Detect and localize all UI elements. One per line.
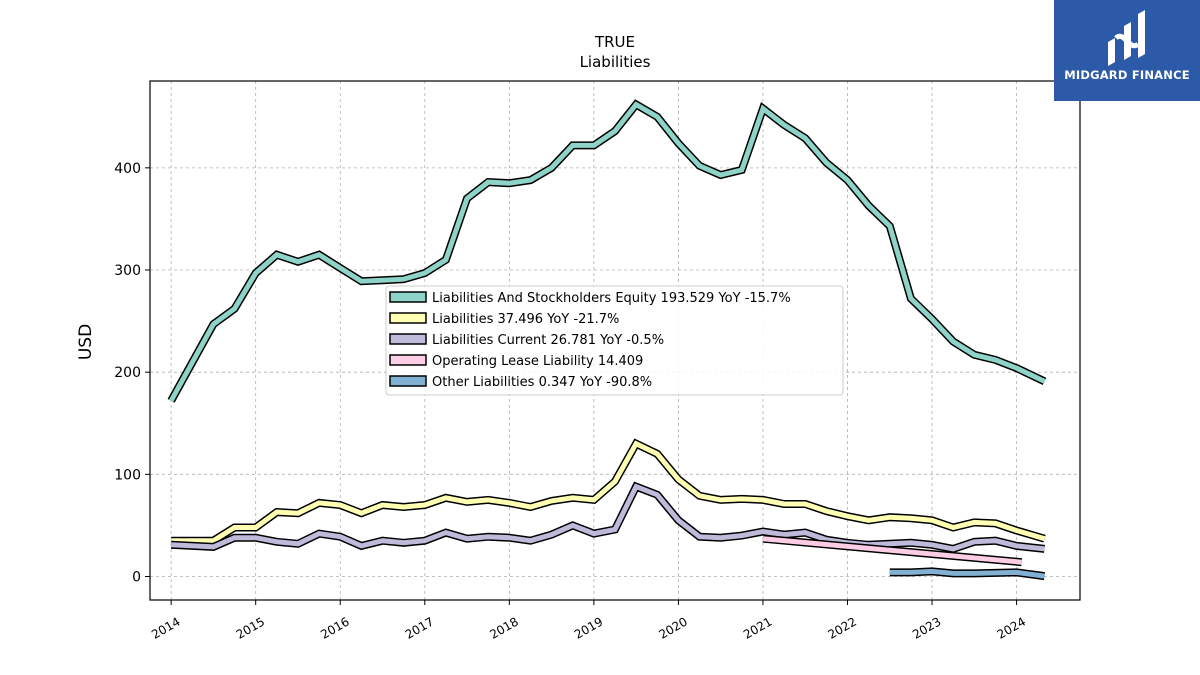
plot-frame xyxy=(149,80,1081,601)
legend-label: Other Liabilities 0.347 YoY -90.8% xyxy=(432,375,652,390)
series-line-4 xyxy=(889,568,1045,579)
x-tick-label: 2019 xyxy=(572,614,605,641)
x-axis: 2014 2015 2016 2017 2018 2019 2020 2021 2022 2023… xyxy=(149,600,1028,642)
series-outline-1 xyxy=(171,438,1046,545)
x-tick-label: 2021 xyxy=(741,614,774,641)
x-tick-label: 2022 xyxy=(826,614,859,641)
brand-mark-icon xyxy=(1108,10,1145,66)
grid xyxy=(150,81,1080,600)
chart-title: TRUE xyxy=(594,33,635,51)
legend-label: Liabilities 37.496 YoY -21.7% xyxy=(432,312,619,327)
x-tick-label: 2018 xyxy=(487,614,520,641)
series-line-3 xyxy=(762,536,1022,565)
x-tick-label: 2016 xyxy=(318,614,351,641)
x-tick-label: 2020 xyxy=(656,614,689,641)
y-axis-label: USD xyxy=(76,324,96,360)
y-tick-label: 100 xyxy=(114,467,141,483)
series-layer xyxy=(167,99,1047,581)
y-tick-label: 200 xyxy=(114,365,141,381)
series-line-0 xyxy=(168,101,1046,403)
x-tick-label: 2014 xyxy=(149,614,182,641)
y-tick-label: 0 xyxy=(132,570,141,586)
legend-box xyxy=(385,285,844,396)
x-tick-label: 2017 xyxy=(403,614,436,641)
legend-swatch xyxy=(389,312,427,324)
series-line-2 xyxy=(170,483,1045,552)
y-tick-label: 400 xyxy=(114,161,141,177)
series-line-1 xyxy=(171,440,1046,544)
y-tick-label: 300 xyxy=(114,263,141,279)
legend: Liabilities And Stockholders Equity 193.… xyxy=(385,285,844,396)
legend-label: Operating Lease Liability 14.409 xyxy=(432,354,643,369)
chart-subtitle: Liabilities xyxy=(580,53,651,71)
legend-label: Liabilities And Stockholders Equity 193.… xyxy=(432,291,791,306)
x-tick-label: 2024 xyxy=(995,614,1028,641)
legend-swatch xyxy=(389,291,427,303)
x-tick-label: 2023 xyxy=(910,614,943,641)
x-tick-label: 2015 xyxy=(234,614,267,641)
y-axis: 0 100 200 300 400 xyxy=(114,161,150,586)
legend-swatch xyxy=(389,333,427,345)
brand-logo: MIDGARD FINANCE xyxy=(1054,0,1200,101)
brand-name: MIDGARD FINANCE xyxy=(1064,68,1190,82)
legend-swatch xyxy=(389,375,427,387)
legend-label: Liabilities Current 26.781 YoY -0.5% xyxy=(432,333,664,348)
legend-swatch xyxy=(389,354,427,366)
